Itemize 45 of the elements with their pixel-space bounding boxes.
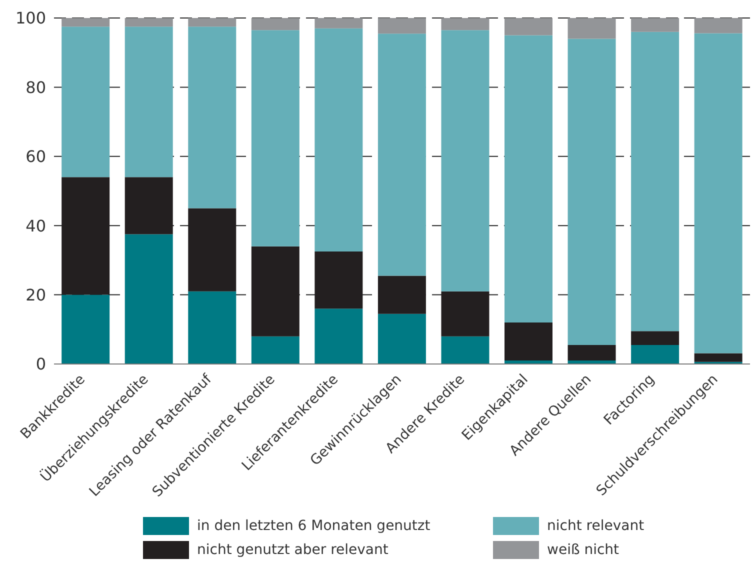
bar (631, 18, 680, 32)
bar (62, 18, 110, 27)
bar (124, 26, 173, 178)
bar (694, 33, 742, 354)
bar (568, 344, 616, 361)
bar (251, 18, 300, 30)
y-tick-label: 100 (15, 8, 46, 28)
bar (504, 322, 552, 361)
bar (188, 18, 236, 27)
y-tick-label: 80 (26, 78, 46, 97)
legend-label: nicht relevant (547, 518, 644, 534)
y-tick-label: 40 (26, 216, 46, 236)
bar (694, 18, 742, 34)
bar (441, 30, 490, 292)
y-tick-label: 20 (26, 285, 46, 304)
bar (378, 314, 426, 364)
y-tick-label: 0 (36, 354, 46, 374)
bar (378, 18, 426, 34)
bar (62, 294, 110, 364)
legend-label: in den letzten 6 Monaten genutzt (197, 518, 430, 534)
bar (188, 26, 236, 208)
bar (504, 35, 552, 322)
y-tick-label: 60 (26, 147, 46, 166)
bar (568, 18, 616, 39)
bar (631, 32, 680, 332)
bar (378, 34, 426, 276)
bar (188, 291, 236, 364)
bar (441, 18, 490, 30)
bar (62, 26, 110, 178)
bar (441, 336, 490, 364)
bar (314, 18, 363, 28)
bar (124, 234, 173, 364)
bar (314, 28, 363, 252)
bar (251, 30, 300, 246)
bar (314, 308, 363, 364)
bar (568, 38, 616, 345)
bar (124, 18, 173, 27)
bar (631, 344, 680, 364)
bar (251, 336, 300, 364)
legend-label: nicht genutzt aber relevant (197, 542, 388, 558)
bar (694, 353, 742, 362)
bar (631, 331, 680, 345)
bar (378, 276, 426, 314)
legend-label: weiß nicht (547, 542, 620, 558)
bar (504, 18, 552, 36)
